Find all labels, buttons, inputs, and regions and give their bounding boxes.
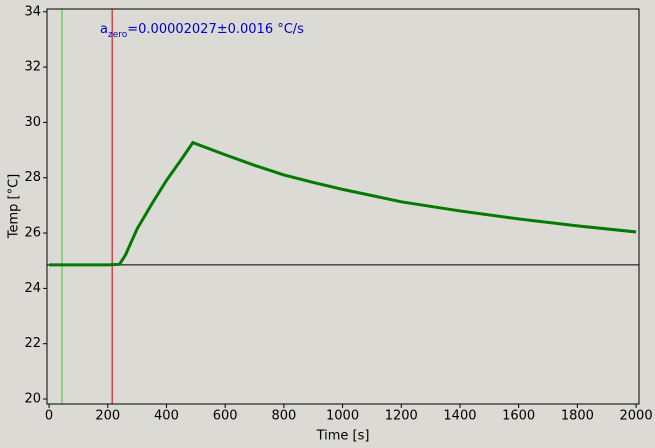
x-tick-label: 800 <box>271 409 296 424</box>
y-tick-label: 28 <box>24 170 41 185</box>
plot-frame <box>46 8 640 405</box>
x-tick-label: 1000 <box>326 409 359 424</box>
y-tick-label: 32 <box>24 60 41 75</box>
x-tick-label: 400 <box>154 409 179 424</box>
x-tick-label: 2000 <box>620 409 653 424</box>
x-tick-label: 1400 <box>443 409 476 424</box>
x-tick-label: 1200 <box>385 409 418 424</box>
data-line <box>49 140 637 267</box>
annotation-subscript: zero <box>108 30 128 40</box>
x-tick-label: 0 <box>45 409 53 424</box>
x-tick-label: 600 <box>213 409 238 424</box>
y-axis-label: Temp [°C] <box>7 174 22 240</box>
y-tick-label: 24 <box>24 281 41 296</box>
annotation: azero=0.00002027±0.0016 °C/s <box>100 22 304 40</box>
x-axis-label: Time [s] <box>316 429 370 444</box>
x-tick-label: 1600 <box>502 409 535 424</box>
x-tick-label: 200 <box>95 409 120 424</box>
annotation-text: =0.00002027±0.0016 °C/s <box>127 22 304 37</box>
y-tick-label: 26 <box>24 226 41 241</box>
y-tick-label: 34 <box>24 4 41 19</box>
annotation-base: a <box>100 22 108 37</box>
x-tick-label: 1800 <box>561 409 594 424</box>
y-tick-label: 30 <box>24 115 41 130</box>
y-tick-label: 20 <box>24 392 41 407</box>
y-tick-label: 22 <box>24 336 41 351</box>
